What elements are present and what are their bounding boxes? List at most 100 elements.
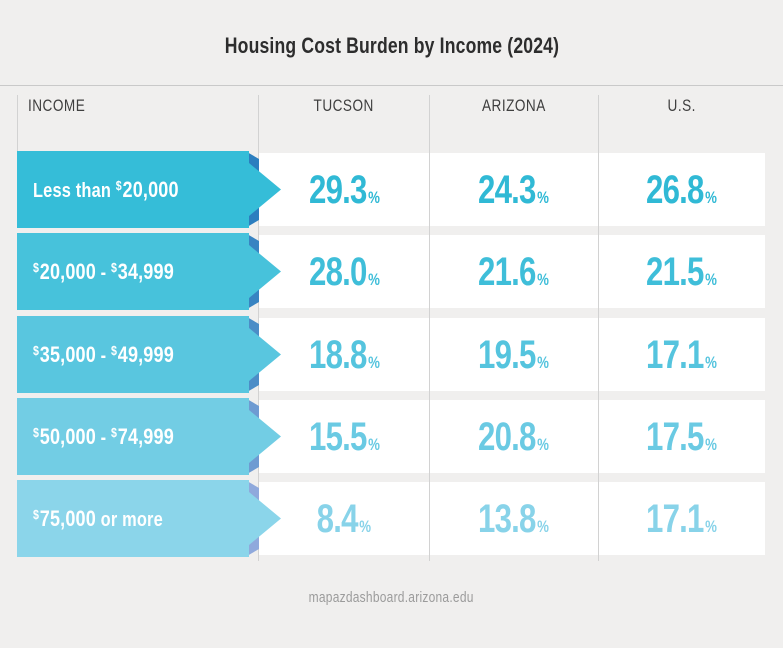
income-amount: $35,000 (33, 342, 96, 368)
amount-number: 74,999 (117, 423, 174, 449)
percent-value: 20.8 (478, 414, 536, 459)
percent-sign: % (537, 269, 549, 289)
dollar-sign: $ (115, 177, 122, 193)
percent-value: 28.0 (308, 249, 367, 294)
arrow-body (17, 316, 281, 393)
percent-value: 17.1 (646, 332, 704, 377)
income-label-text: Less than (33, 179, 116, 202)
percent-sign: % (705, 434, 717, 454)
percent-sign: % (705, 516, 717, 536)
value-cell-tucson: 29.3% (259, 151, 429, 228)
column-divider-us (598, 95, 599, 561)
value-cell-arizona: 20.8% (429, 398, 598, 475)
amount-number: 49,999 (117, 341, 174, 367)
percent-value: 8.4 (316, 496, 359, 541)
percent-value: 24.3 (478, 167, 536, 212)
value-cell-us: 26.8% (598, 151, 765, 228)
percent-value: 19.5 (478, 332, 536, 377)
income-label: Less than $20,000 (33, 151, 239, 228)
income-amount: $49,999 (111, 342, 174, 368)
income-amount: $74,999 (111, 424, 174, 450)
value-cell-arizona: 24.3% (429, 151, 598, 228)
percent-sign: % (359, 516, 372, 536)
percent-sign: % (367, 434, 380, 454)
income-arrow-shape (17, 151, 281, 228)
source-text: mapazdashboard.arizona.edu (308, 589, 475, 606)
arrow-body (17, 398, 281, 475)
dollar-sign: $ (110, 424, 117, 440)
value-cell-us: 17.1% (598, 480, 765, 557)
percent-value: 17.1 (646, 496, 704, 541)
percent-sign: % (537, 516, 549, 536)
income-amount: $20,000 (33, 259, 96, 285)
percent-value: 21.6 (478, 249, 536, 294)
dollar-sign: $ (33, 259, 39, 275)
column-divider-arizona (429, 95, 430, 561)
value-cell-tucson: 18.8% (259, 316, 429, 393)
amount-number: 20,000 (122, 176, 179, 202)
income-arrow: $50,000 - $74,999 (17, 398, 281, 475)
value-cell-tucson: 28.0% (259, 233, 429, 310)
percent-value: 29.3 (308, 167, 367, 212)
dollar-sign: $ (33, 424, 39, 440)
income-arrow: $75,000 or more (17, 480, 281, 557)
income-label-text: or more (95, 508, 163, 531)
amount-number: 34,999 (117, 258, 174, 284)
percent-sign: % (537, 434, 549, 454)
income-label: $20,000 - $34,999 (33, 233, 239, 310)
income-amount: $50,000 (33, 424, 96, 450)
table-row: $20,000 - $34,999 28.0% 21.6% 21.5% (0, 233, 783, 310)
income-label: $35,000 - $49,999 (33, 316, 239, 393)
column-header-us: U.S. (667, 96, 696, 115)
income-arrow-shape (17, 316, 281, 393)
row-values-strip (259, 318, 765, 391)
percent-value: 13.8 (478, 496, 536, 541)
income-label: $50,000 - $74,999 (33, 398, 239, 475)
income-arrow: $35,000 - $49,999 (17, 316, 281, 393)
value-cell-us: 17.5% (598, 398, 765, 475)
percent-sign: % (705, 352, 717, 372)
income-amount: $75,000 (33, 506, 96, 532)
income-arrow-shape (17, 480, 281, 557)
table-row: Less than $20,000 29.3% 24.3% 26.8% (0, 151, 783, 228)
dollar-sign: $ (33, 342, 39, 358)
income-amount: $20,000 (116, 177, 179, 203)
column-header-tucson: TUCSON (313, 96, 375, 115)
percent-sign: % (367, 352, 380, 372)
income-label-text: - (95, 426, 111, 449)
dollar-sign: $ (33, 506, 39, 522)
row-values-strip (259, 235, 765, 308)
value-cell-tucson: 8.4% (259, 480, 429, 557)
income-arrow: Less than $20,000 (17, 151, 281, 228)
percent-value: 17.5 (646, 414, 704, 459)
value-cell-arizona: 13.8% (429, 480, 598, 557)
percent-value: 18.8 (308, 332, 367, 377)
percent-sign: % (537, 187, 549, 207)
percent-value: 26.8 (646, 167, 704, 212)
value-cell-arizona: 21.6% (429, 233, 598, 310)
arrow-body (17, 480, 281, 557)
income-arrow-shape (17, 233, 281, 310)
amount-number: 50,000 (39, 423, 96, 449)
value-cell-us: 17.1% (598, 316, 765, 393)
arrow-body (17, 233, 281, 310)
income-arrow: $20,000 - $34,999 (17, 233, 281, 310)
value-cell-tucson: 15.5% (259, 398, 429, 475)
column-header-income: INCOME (28, 96, 86, 115)
percent-sign: % (537, 352, 549, 372)
percent-value: 21.5 (646, 249, 704, 294)
income-arrow-shape (17, 398, 281, 475)
row-values-strip (259, 400, 765, 473)
amount-number: 20,000 (39, 258, 96, 284)
value-cell-us: 21.5% (598, 233, 765, 310)
table-row: $75,000 or more 8.4% 13.8% 17.1% (0, 480, 783, 557)
column-header-arizona: ARIZONA (481, 96, 546, 115)
value-cell-arizona: 19.5% (429, 316, 598, 393)
amount-number: 75,000 (39, 505, 96, 531)
income-label: $75,000 or more (33, 480, 239, 557)
income-label-text: - (95, 261, 111, 284)
header-top-line (0, 85, 783, 86)
income-amount: $34,999 (111, 259, 174, 285)
